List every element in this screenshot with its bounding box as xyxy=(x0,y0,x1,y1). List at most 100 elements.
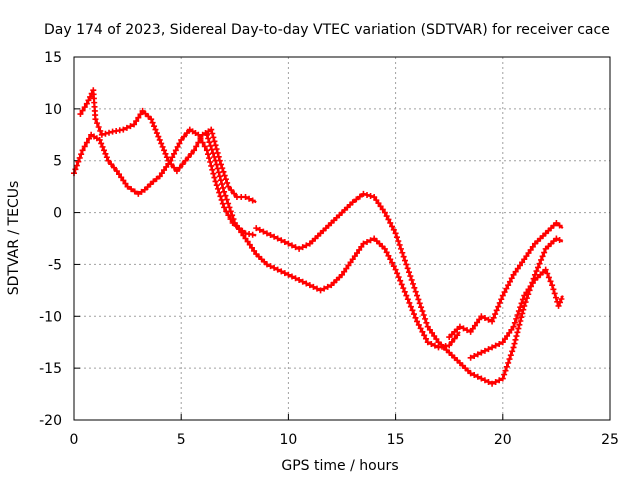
data-point xyxy=(230,216,237,223)
data-point xyxy=(248,244,255,251)
data-point xyxy=(514,329,521,336)
data-point xyxy=(529,280,536,287)
data-point xyxy=(460,325,467,332)
data-point xyxy=(495,303,502,310)
data-point xyxy=(229,212,236,219)
data-point xyxy=(226,204,233,211)
data-point xyxy=(343,265,350,272)
data-point xyxy=(406,299,413,306)
data-point xyxy=(464,327,471,334)
data-point xyxy=(188,150,195,157)
data-point xyxy=(496,377,503,384)
data-point xyxy=(448,338,455,345)
data-point xyxy=(185,154,192,161)
data-point xyxy=(211,154,218,161)
data-point xyxy=(551,290,558,297)
data-point xyxy=(85,97,92,104)
data-point xyxy=(516,262,523,269)
data-point xyxy=(303,242,310,249)
data-point xyxy=(168,161,175,168)
data-point xyxy=(419,328,426,335)
data-point xyxy=(539,253,546,260)
data-point xyxy=(135,114,142,121)
data-point xyxy=(499,339,506,346)
data-point xyxy=(246,195,253,202)
data-point xyxy=(341,268,348,275)
data-point xyxy=(485,346,492,353)
data-point xyxy=(174,143,181,150)
data-point xyxy=(94,120,101,127)
series-6 xyxy=(467,266,565,361)
data-point xyxy=(151,123,158,130)
data-point xyxy=(105,157,112,164)
data-point xyxy=(545,274,552,281)
data-point xyxy=(288,273,295,280)
data-point xyxy=(349,256,356,263)
data-point xyxy=(215,169,222,176)
data-point xyxy=(429,329,436,336)
data-point xyxy=(512,336,519,343)
data-point xyxy=(208,162,215,169)
data-point xyxy=(133,118,140,125)
data-point xyxy=(523,253,530,260)
data-point xyxy=(99,143,106,150)
data-point xyxy=(221,204,228,211)
data-point xyxy=(417,325,424,332)
data-point xyxy=(505,282,512,289)
data-point xyxy=(148,116,155,123)
data-point xyxy=(249,197,256,204)
data-point xyxy=(392,266,399,273)
data-point xyxy=(501,289,508,296)
data-point xyxy=(404,296,411,303)
data-point xyxy=(356,246,363,253)
data-point xyxy=(83,100,90,107)
data-point xyxy=(514,265,521,272)
data-point xyxy=(478,349,485,356)
data-point xyxy=(128,186,135,193)
data-point xyxy=(113,168,120,175)
data-point xyxy=(313,285,320,292)
data-point xyxy=(124,183,131,190)
data-point xyxy=(217,177,224,184)
data-point xyxy=(95,124,102,131)
data-point xyxy=(102,150,109,157)
data-point xyxy=(108,161,115,168)
data-point xyxy=(281,270,288,277)
data-point xyxy=(86,135,93,142)
data-point xyxy=(210,150,217,157)
data-point xyxy=(407,273,414,280)
data-point xyxy=(523,289,530,296)
data-point xyxy=(552,294,559,301)
data-point xyxy=(171,150,178,157)
data-point xyxy=(225,183,232,190)
data-point xyxy=(176,164,183,171)
data-point xyxy=(478,375,485,382)
data-point xyxy=(418,304,425,311)
data-point xyxy=(161,167,168,174)
data-point xyxy=(242,194,249,201)
data-point xyxy=(353,196,360,203)
data-point xyxy=(389,259,396,266)
data-point xyxy=(508,275,515,282)
data-point xyxy=(506,356,513,363)
data-point xyxy=(222,176,229,183)
data-point xyxy=(451,335,458,342)
data-point xyxy=(555,302,562,309)
data-point xyxy=(410,280,417,287)
data-point xyxy=(553,235,560,242)
data-point xyxy=(512,268,519,275)
data-point xyxy=(131,121,138,128)
data-point xyxy=(428,340,435,347)
data-point xyxy=(118,174,125,181)
data-point xyxy=(492,378,499,385)
data-point xyxy=(520,306,527,313)
data-point xyxy=(96,136,103,143)
series-4 xyxy=(253,190,564,387)
data-point xyxy=(454,332,461,339)
series-line xyxy=(448,221,564,338)
x-tick-label: 20 xyxy=(494,432,512,448)
data-point xyxy=(533,268,540,275)
data-point xyxy=(206,155,213,162)
data-point xyxy=(387,256,394,263)
data-point xyxy=(207,159,214,166)
